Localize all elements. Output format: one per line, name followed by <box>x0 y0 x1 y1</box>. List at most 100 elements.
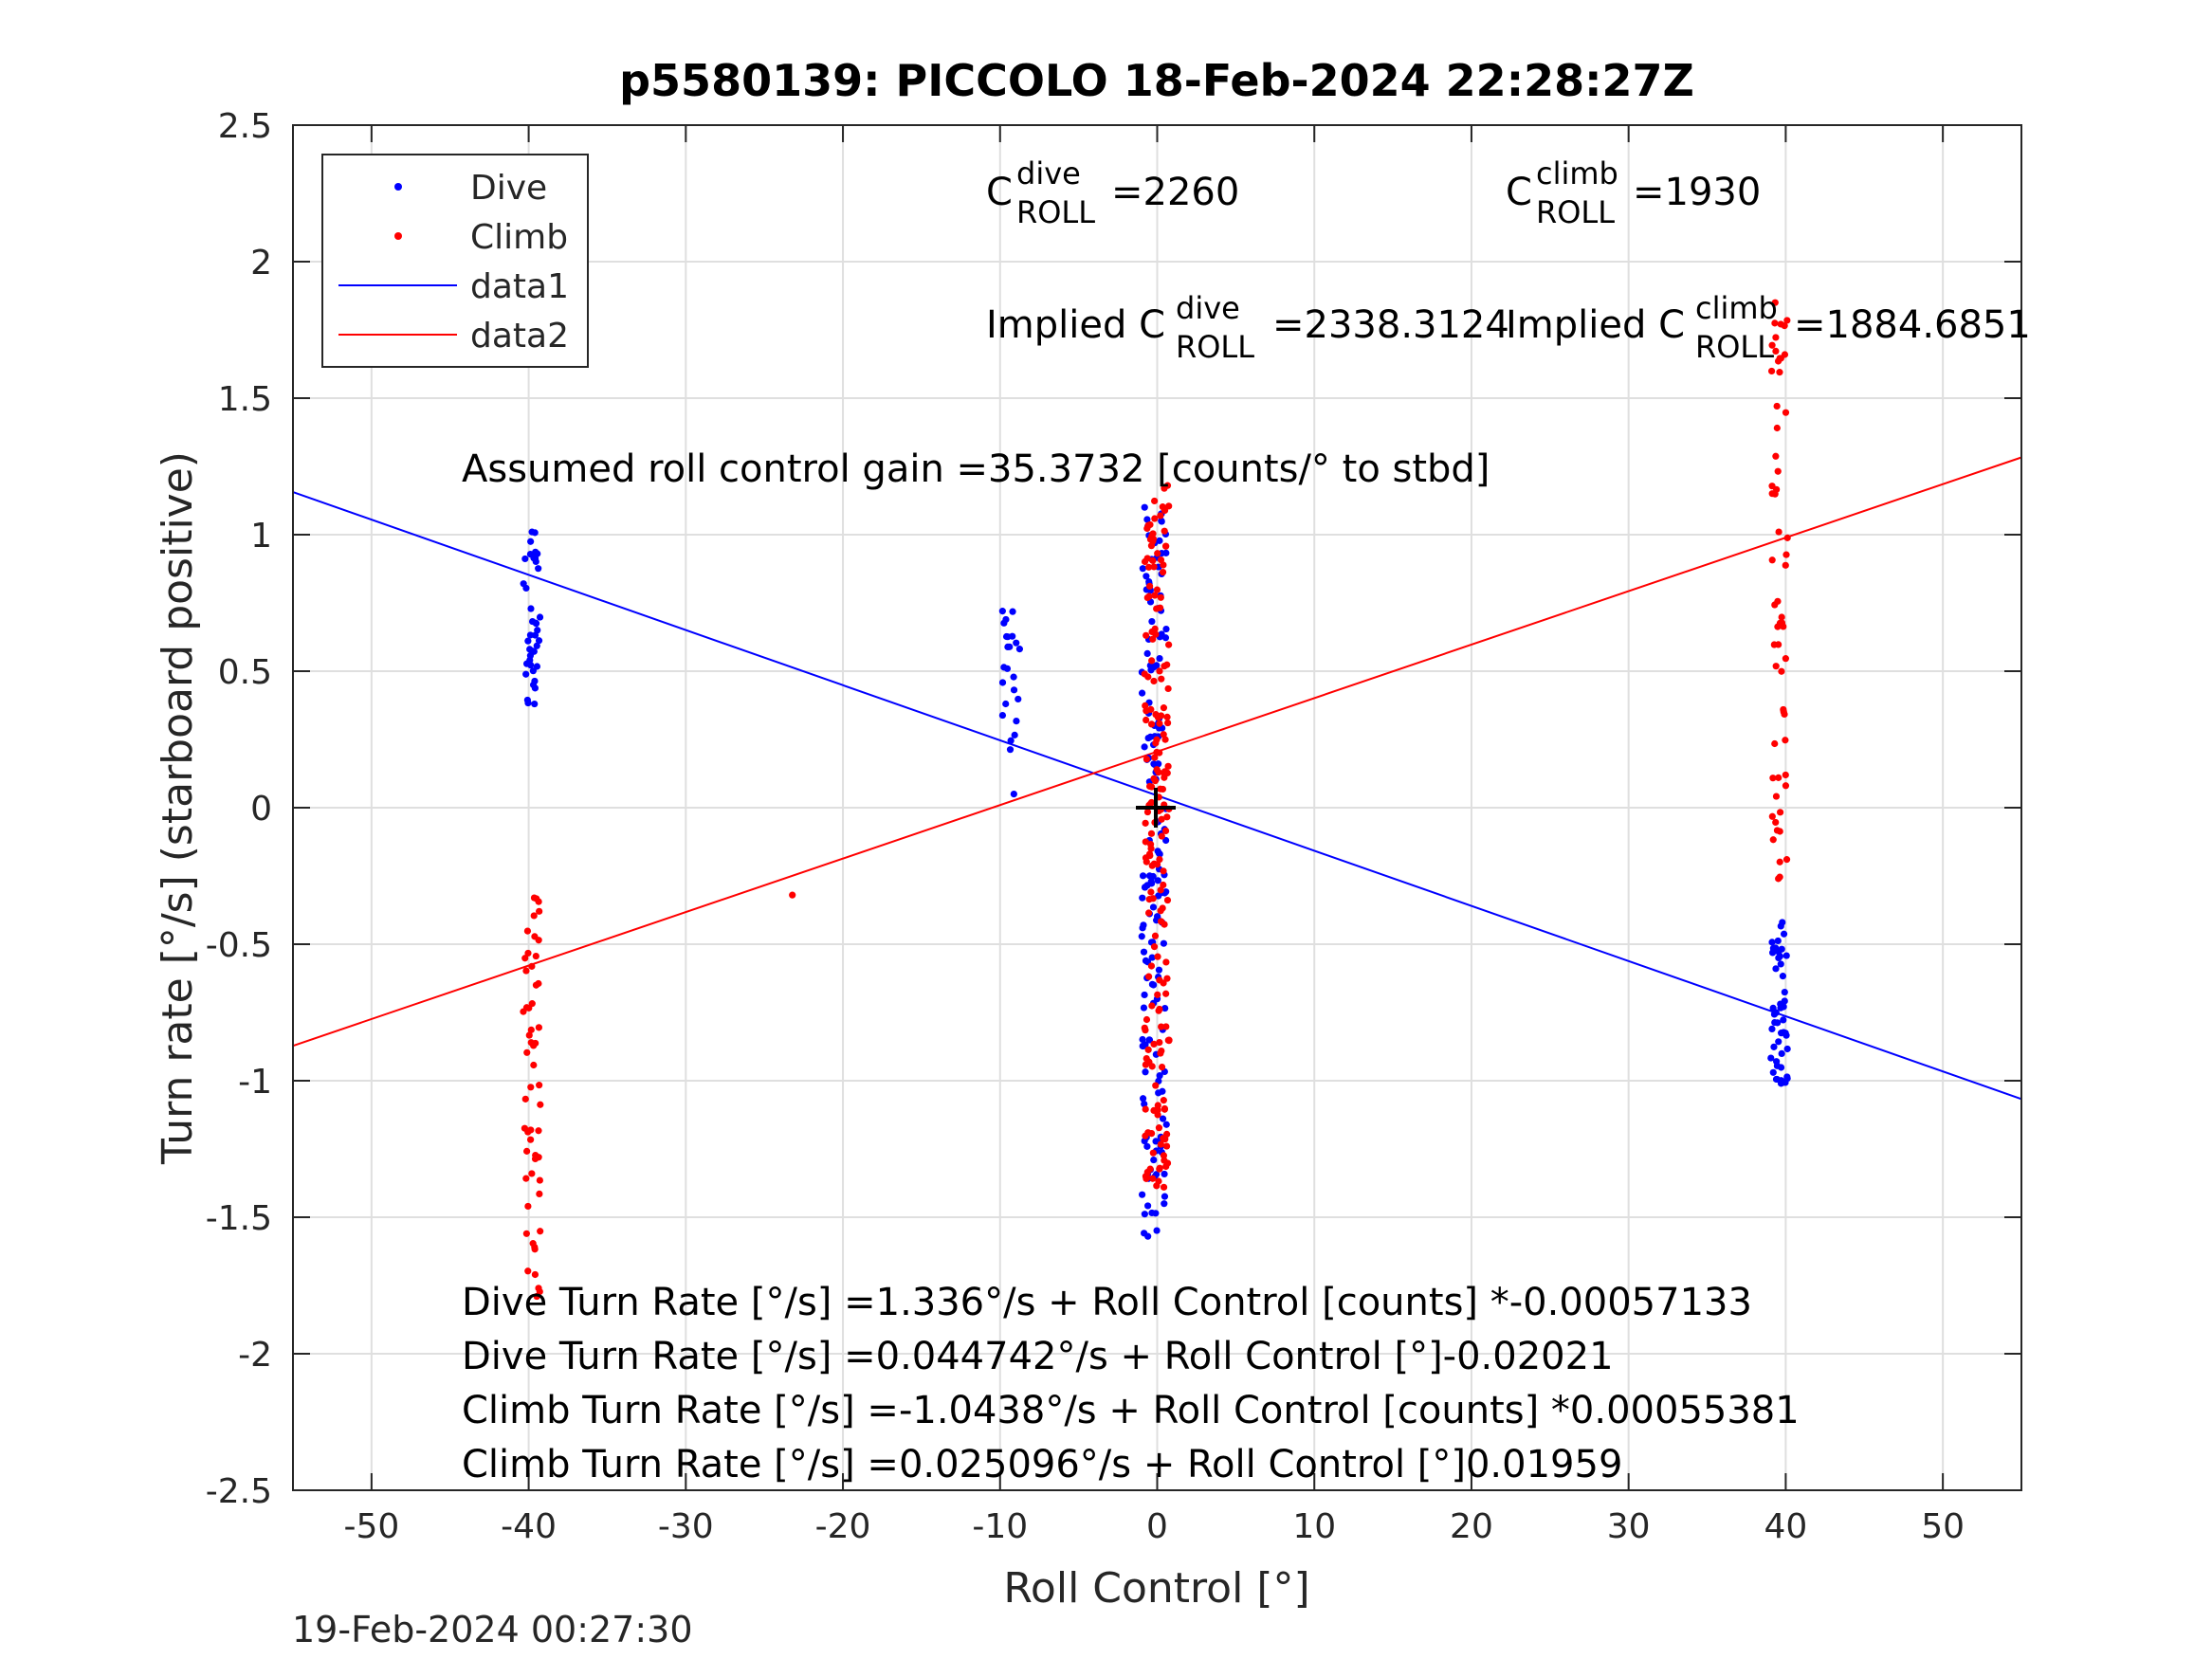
climb-point <box>1147 830 1156 837</box>
climb-point <box>528 962 536 970</box>
climb-point <box>1149 536 1158 543</box>
climb-point <box>1150 1040 1158 1048</box>
climb-point <box>1157 593 1164 601</box>
climb-point <box>1164 1036 1172 1044</box>
climb-point <box>1149 556 1157 564</box>
c-climb-sub: ROLL <box>1536 194 1615 230</box>
climb-point <box>1151 625 1159 632</box>
climb-point <box>537 1101 544 1108</box>
climb-point <box>1778 619 1786 627</box>
climb-point <box>1771 319 1779 327</box>
x-tick-label: -50 <box>343 1507 399 1546</box>
climb-point <box>1781 322 1788 330</box>
dive-point <box>1142 884 1149 891</box>
dive-point <box>1767 1054 1775 1062</box>
climb-point <box>523 927 532 935</box>
climb-point <box>527 1084 535 1091</box>
climb-point <box>1163 482 1172 489</box>
climb-point <box>1151 754 1159 761</box>
x-tick-label: 20 <box>1450 1507 1493 1546</box>
gain-annotation: Assumed roll control gain =35.3732 [coun… <box>462 447 1490 491</box>
dive-point <box>526 631 535 639</box>
dive-point <box>1142 957 1150 965</box>
dive-point <box>1148 617 1156 626</box>
climb-point <box>523 1048 531 1056</box>
legend-climb-label: Climb <box>470 218 568 257</box>
climb-point <box>1775 641 1782 648</box>
climb-point <box>1160 704 1168 712</box>
climb-point <box>536 1082 543 1089</box>
dive-point <box>1141 1230 1148 1237</box>
dive-point <box>1154 877 1161 884</box>
climb-point <box>1157 785 1164 793</box>
dive-point <box>1010 686 1018 694</box>
dive-point <box>1774 1019 1782 1027</box>
climb-point <box>1152 1082 1160 1089</box>
timestamp: 19-Feb-2024 00:27:30 <box>292 1609 693 1650</box>
climb-point <box>536 1190 543 1198</box>
x-tick-label: 50 <box>1921 1507 1965 1546</box>
climb-point <box>1769 836 1777 844</box>
dive-point <box>527 538 535 545</box>
climb-point <box>1162 1142 1171 1150</box>
climb-point <box>1782 771 1789 779</box>
climb-point <box>1164 684 1172 693</box>
climb-point <box>1782 782 1790 790</box>
dive-point <box>1768 1025 1776 1032</box>
climb-point <box>1143 716 1150 724</box>
dive-point <box>1773 1058 1781 1066</box>
climb-point <box>1161 663 1168 670</box>
climb-point <box>530 912 538 920</box>
origin-marker <box>1136 788 1176 828</box>
legend-dive-marker <box>394 183 402 191</box>
climb-point <box>1159 568 1167 576</box>
climb-point <box>1160 979 1167 987</box>
dive-point <box>531 700 539 708</box>
x-tick-label: 10 <box>1292 1507 1336 1546</box>
svg-text:C: C <box>986 171 1013 214</box>
climb-point <box>536 907 543 915</box>
x-tick-label: 30 <box>1607 1507 1651 1546</box>
climb-point <box>1163 813 1171 821</box>
climb-point <box>789 891 796 899</box>
climb-point <box>1769 775 1777 782</box>
climb-point <box>522 1004 531 1012</box>
climb-point <box>1145 563 1153 571</box>
dive-point <box>1138 689 1146 697</box>
climb-point <box>1155 769 1162 776</box>
climb-point <box>1768 490 1776 498</box>
climb-point <box>1771 299 1779 306</box>
climb-point <box>1143 858 1150 866</box>
y-tick-label: -0.5 <box>206 926 272 965</box>
dive-point <box>1770 1043 1778 1050</box>
climb-point <box>1782 737 1789 744</box>
climb-point <box>1155 1177 1162 1185</box>
dive-point <box>1143 573 1150 580</box>
climb-point <box>535 937 542 944</box>
dive-point <box>1153 1227 1161 1234</box>
dive-point <box>535 565 542 573</box>
climb-point <box>1776 369 1783 376</box>
dive-point <box>1140 948 1148 956</box>
dive-point <box>1780 930 1788 938</box>
climb-point <box>1782 856 1791 864</box>
climb-point <box>1152 630 1160 638</box>
dive-point <box>1143 649 1151 657</box>
dive-point <box>1152 1138 1160 1145</box>
climb-point <box>1145 592 1153 600</box>
climb-point <box>1772 663 1780 670</box>
legend-box <box>321 154 589 368</box>
climb-point <box>1146 782 1154 791</box>
climb-point <box>1160 1152 1168 1159</box>
climb-point <box>1157 512 1164 520</box>
dive-point <box>1162 1121 1170 1128</box>
climb-point <box>531 1155 539 1163</box>
climb-point <box>1160 561 1167 569</box>
dive-point <box>527 605 535 612</box>
dive-point <box>1772 965 1780 973</box>
climb-point <box>1154 550 1161 557</box>
dive-point <box>1144 734 1152 742</box>
climb-point <box>1772 452 1780 460</box>
climb-point <box>1164 719 1172 727</box>
legend: Dive Climb data1 data2 <box>321 154 589 368</box>
